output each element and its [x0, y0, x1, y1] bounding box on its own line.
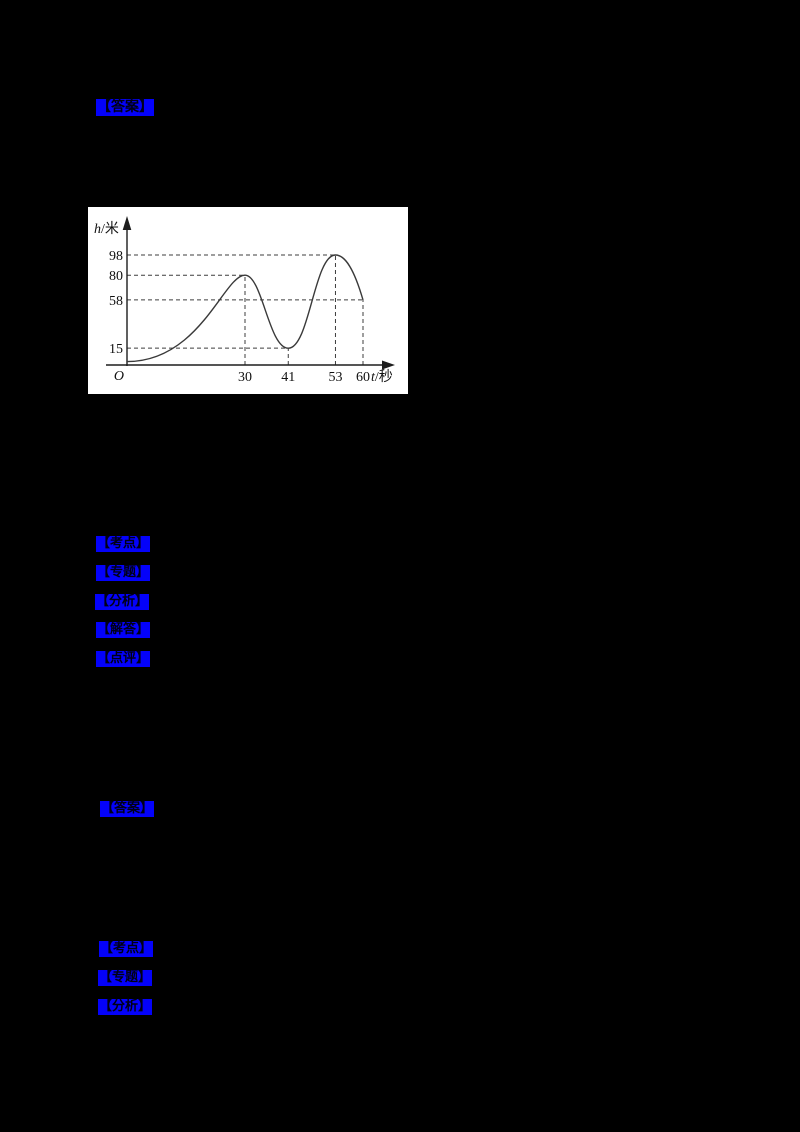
- y-tick-98: 98: [109, 249, 123, 264]
- kaodian-label-1: 【考点】: [96, 536, 151, 552]
- x-axis-label: t/秒: [371, 369, 393, 385]
- x-axis-arrow: [382, 360, 395, 370]
- x-tick-53: 53: [328, 370, 342, 385]
- answer-label-2: 【答案】: [100, 801, 155, 817]
- zhuanti-label-2: 【专题】: [98, 970, 153, 986]
- zhuanti-label-1: 【专题】: [96, 565, 151, 581]
- origin-label: O: [114, 369, 124, 384]
- x-tick-30: 30: [238, 370, 252, 385]
- y-tick-58: 58: [109, 294, 123, 309]
- jieda-label-1: 【解答】: [96, 622, 151, 638]
- fenxi-label-2: 【分析】: [98, 999, 153, 1015]
- x-tick-60: 60: [356, 370, 370, 385]
- answer-label-1: 【答案】: [96, 99, 154, 116]
- x-tick-41: 41: [281, 370, 295, 385]
- fenxi-label-1: 【分析】: [95, 594, 150, 610]
- y-tick-15: 15: [109, 342, 123, 357]
- height-time-graph: 98 80 58 15 30 41 53 60 Oh/米 t/秒: [94, 216, 395, 385]
- height-curve: [126, 254, 364, 363]
- y-tick-80: 80: [109, 269, 123, 284]
- y-axis-label: h/米: [94, 221, 119, 237]
- kaodian-label-2: 【考点】: [99, 941, 154, 957]
- dianping-label-1: 【点评】: [96, 651, 151, 667]
- y-axis-arrow: [122, 216, 132, 230]
